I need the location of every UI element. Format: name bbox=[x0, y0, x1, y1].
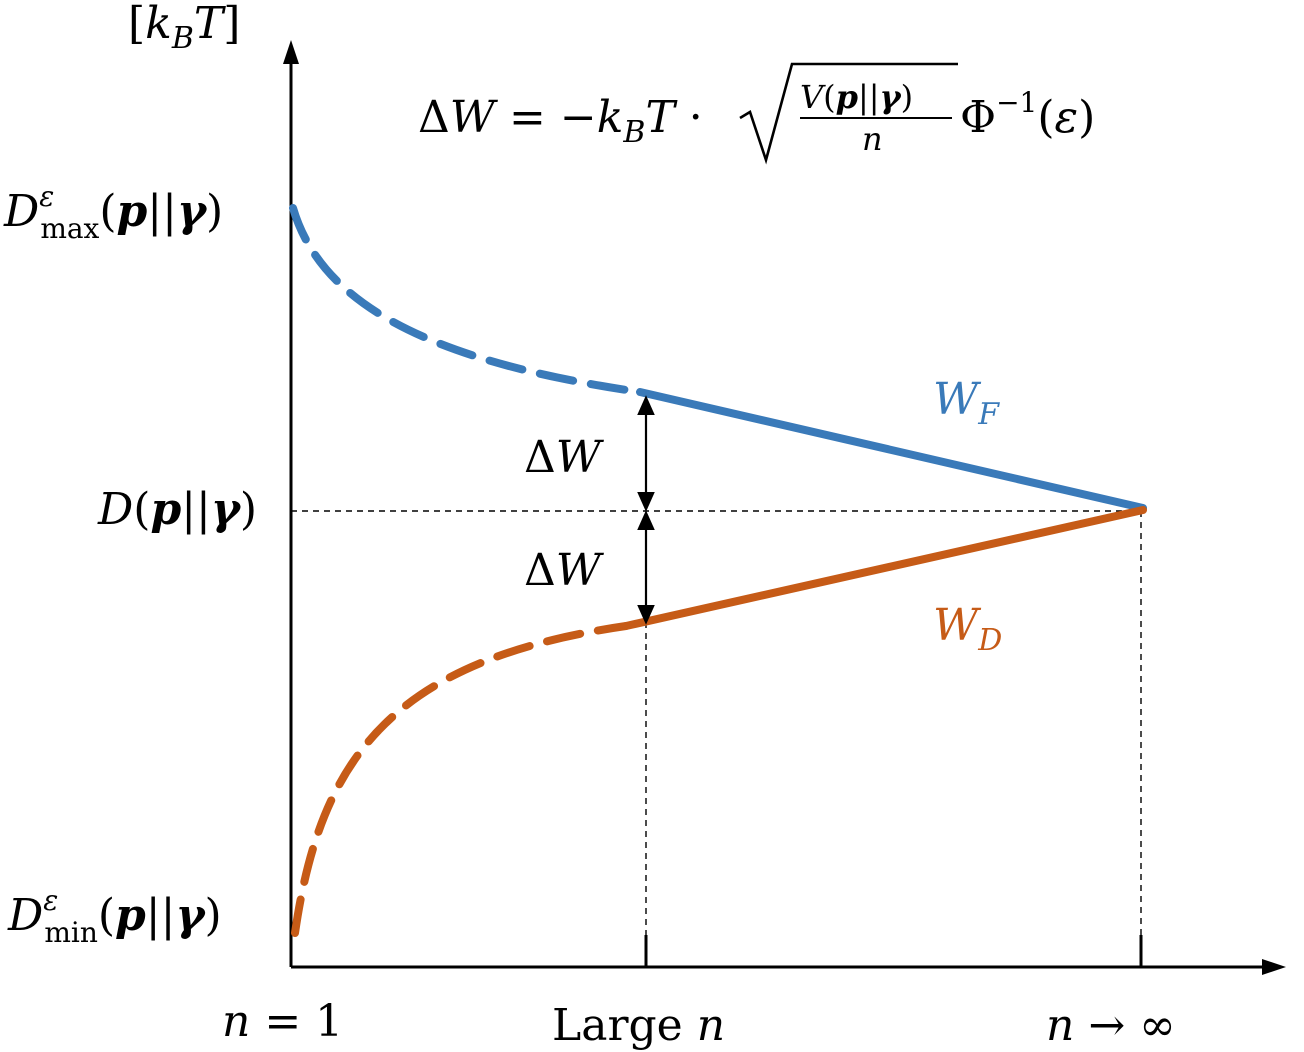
x-tick-large-n-label: Large n bbox=[552, 1000, 725, 1051]
wd-curve-dashed bbox=[291, 622, 630, 937]
x-tick-infinity-label: n → ∞ bbox=[1046, 1000, 1176, 1051]
wf-label: WF bbox=[933, 374, 1000, 432]
y-unit-label: [kBT] bbox=[128, 0, 240, 56]
delta-w-formula: ΔW = −kBT · V(p||γ) n Φ−1(ε) bbox=[418, 62, 1095, 165]
x-tick-n-equals-1: n = 1 bbox=[222, 996, 343, 1047]
svg-text:ΔW = −kBT ·: ΔW = −kBT · bbox=[418, 92, 703, 150]
wd-label: WD bbox=[933, 600, 1002, 658]
svg-text:Φ−1(ε): Φ−1(ε) bbox=[960, 86, 1095, 143]
svg-text:n: n bbox=[862, 120, 883, 158]
wd-curve-solid bbox=[622, 506, 1147, 630]
x-axis-arrowhead bbox=[1262, 959, 1286, 975]
y-axis-arrowhead bbox=[283, 40, 299, 64]
delta-w-lower-label: ΔW bbox=[524, 545, 605, 596]
wf-curve-dashed bbox=[289, 204, 644, 396]
wf-curve-solid bbox=[636, 388, 1147, 512]
y-tick-dmax: Dε max(p||γ) bbox=[3, 180, 223, 245]
svg-text:V(p||γ): V(p||γ) bbox=[800, 78, 913, 116]
delta-w-upper-label: ΔW bbox=[524, 432, 605, 483]
y-tick-dmin: Dε min(p||γ) bbox=[7, 884, 222, 949]
y-tick-relative-entropy: D(p||γ) bbox=[97, 484, 257, 535]
